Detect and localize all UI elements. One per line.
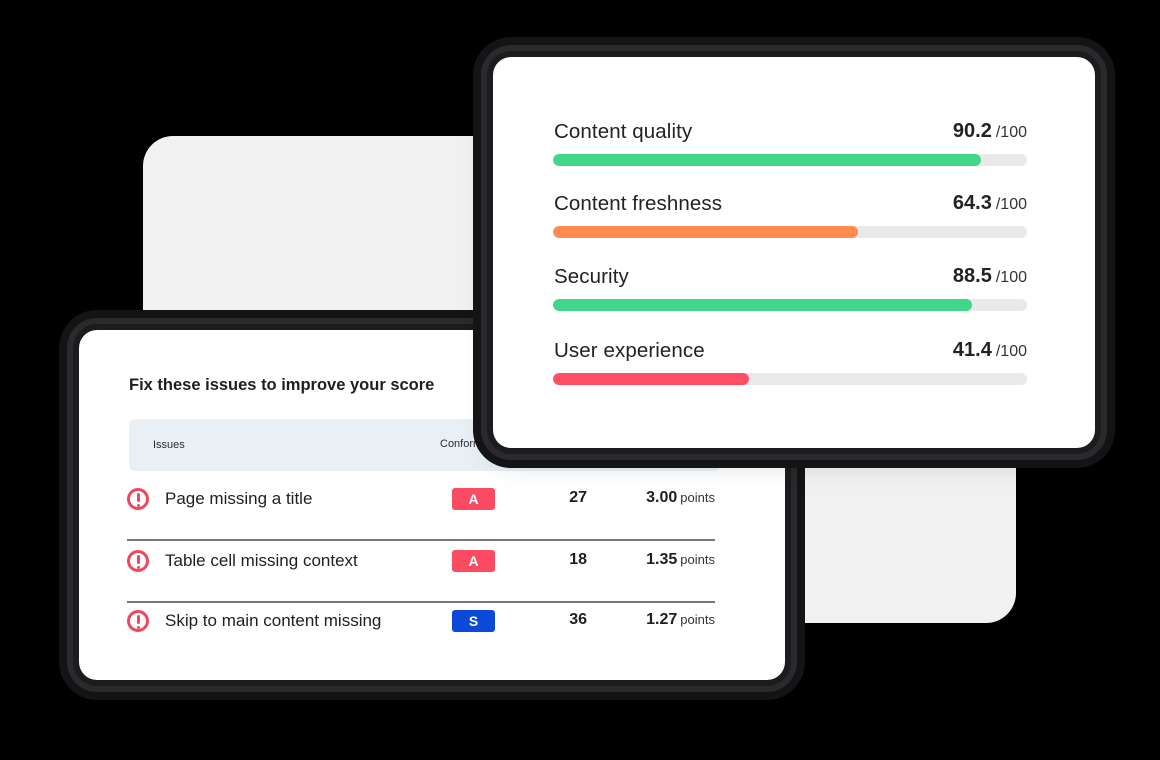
table-row[interactable]: Table cell missing context A 18 1.35 poin…	[127, 541, 715, 603]
score-value: 41.4/100	[952, 339, 1027, 361]
header-conformance: Conformance	[440, 438, 507, 450]
issues-title: Fix these issues to improve your score	[129, 376, 435, 394]
scores-card: Content quality 90.2/100 Content freshne…	[493, 57, 1095, 448]
table-row[interactable]: Page missing a title A 27 3.00 points	[127, 479, 715, 541]
progress-fill	[553, 299, 973, 311]
header-issues: Issues	[153, 439, 185, 451]
occurrences: 18	[569, 551, 587, 568]
conformance-badge: A	[452, 488, 495, 510]
progress-fill	[553, 154, 981, 166]
occurrences: 27	[569, 489, 587, 506]
score-value: 64.3/100	[952, 192, 1027, 214]
header-gain: can gain	[634, 445, 676, 457]
progress-bar	[553, 226, 1027, 238]
points-gain: 1.27 points	[646, 611, 715, 628]
points-gain: 3.00 points	[646, 489, 715, 506]
score-content-freshness: Content freshness 64.3/100	[553, 192, 1027, 238]
conformance-badge: S	[452, 610, 495, 632]
alert-circle-icon	[127, 550, 149, 572]
points-gain: 1.35 points	[646, 551, 715, 568]
score-value: 90.2/100	[952, 120, 1027, 142]
progress-bar	[553, 154, 1027, 166]
score-label: Content freshness	[554, 192, 723, 215]
progress-fill	[553, 373, 750, 385]
score-value: 88.5/100	[952, 265, 1027, 287]
conformance-badge: A	[452, 550, 495, 572]
progress-bar	[553, 373, 1027, 385]
alert-circle-icon	[127, 488, 149, 510]
score-label: Security	[554, 265, 629, 288]
score-user-experience: User experience 41.4/100	[553, 339, 1027, 385]
issue-text: Table cell missing context	[165, 551, 358, 570]
score-security: Security 88.5/100	[553, 265, 1027, 311]
occurrences: 36	[569, 611, 587, 628]
alert-circle-icon	[127, 610, 149, 632]
score-label: User experience	[554, 339, 705, 362]
issue-text: Page missing a title	[165, 489, 313, 508]
score-content-quality: Content quality 90.2/100	[553, 120, 1027, 166]
progress-bar	[553, 299, 1027, 311]
progress-fill	[553, 226, 858, 238]
score-label: Content quality	[554, 120, 693, 143]
issue-text: Skip to main content missing	[165, 611, 382, 630]
table-row[interactable]: Skip to main content missing S 36 1.27 po…	[127, 601, 715, 661]
